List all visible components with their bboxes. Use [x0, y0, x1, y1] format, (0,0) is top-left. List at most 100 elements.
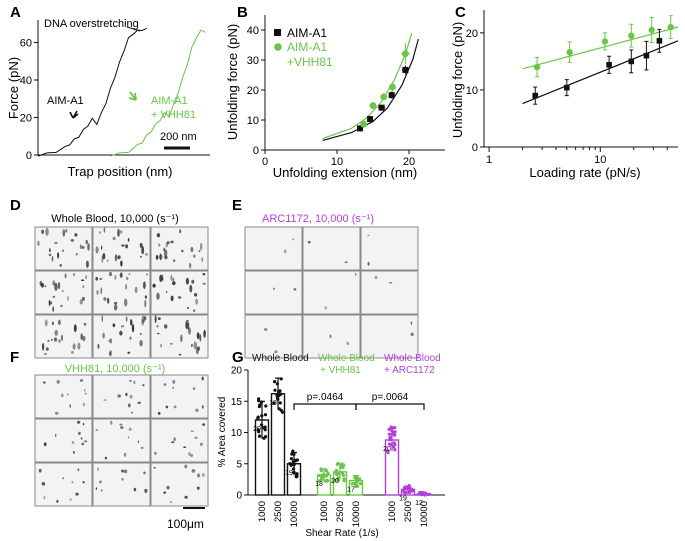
- panel-g-data-point: [402, 486, 406, 490]
- panel-g-data-point: [335, 472, 339, 477]
- platelet-spot: [367, 234, 370, 237]
- panel-g-data-point: [408, 486, 412, 490]
- platelet-spot: [97, 343, 100, 349]
- platelet-spot: [65, 229, 68, 233]
- panel-b-force-vs-extension: 0 10 20 0 10 20 30 40 Unfolding force (pN) Unfo…: [225, 15, 445, 180]
- platelet-spot: [99, 231, 102, 234]
- panel-g-data-point: [275, 382, 279, 386]
- panel-g-x-tick-label: 10000: [351, 501, 362, 527]
- platelet-spot: [119, 330, 123, 336]
- platelet-spot: [164, 324, 168, 329]
- platelet-spot: [49, 248, 51, 253]
- panel-g-x-label: Shear Rate (1/s): [305, 528, 378, 539]
- panel-g-y-tick-label: 15: [231, 397, 243, 408]
- platelet-spot: [100, 489, 103, 492]
- platelet-spot: [71, 481, 74, 484]
- scale-label-200nm: 200 nm: [160, 131, 197, 143]
- platelet-spot: [114, 301, 118, 305]
- panel-g-data-point: [324, 469, 328, 473]
- panel-g-data-point: [263, 413, 268, 417]
- platelet-spot: [274, 350, 278, 354]
- platelet-spot: [127, 403, 131, 408]
- panel-c-point-vhh81: [667, 23, 674, 31]
- panel-a-y-tick-label: 40: [20, 75, 32, 87]
- micrograph-tile: [150, 226, 209, 271]
- dna-overstretching-label: DNA overstretching: [44, 18, 139, 30]
- platelet-spot: [117, 228, 120, 237]
- panel-c-point-aim-a1: [656, 38, 663, 44]
- platelet-spot: [166, 241, 170, 245]
- panel-g-x-tick-label: 2500: [403, 501, 414, 522]
- platelet-spot: [172, 386, 174, 389]
- panel-b-x-tick-label: 0: [262, 156, 268, 168]
- panel-g-p-value: p=.0064: [372, 392, 409, 403]
- platelet-spot: [56, 380, 60, 384]
- vhh81-annotation-line2: + VHH81: [151, 109, 196, 121]
- platelet-spot: [178, 353, 182, 356]
- platelet-spot: [103, 297, 107, 301]
- platelet-spot: [137, 401, 141, 404]
- platelet-spot: [103, 227, 106, 233]
- platelet-spot: [120, 325, 125, 328]
- panel-f-micrograph-grid: [34, 374, 209, 507]
- panel-g-data-point: [336, 476, 340, 480]
- platelet-spot: [124, 298, 128, 307]
- panel-g-n-label: 19: [285, 470, 293, 477]
- platelet-spot: [133, 487, 137, 492]
- platelet-spot: [52, 306, 55, 312]
- platelet-spot: [367, 261, 370, 266]
- panel-g-data-point: [393, 426, 397, 430]
- panel-g-data-point: [326, 471, 330, 475]
- platelet-spot: [201, 405, 204, 409]
- panel-b-x-tick-label: 20: [403, 156, 415, 168]
- platelet-spot: [95, 276, 98, 281]
- platelet-spot: [77, 468, 80, 472]
- panel-g-data-point: [292, 463, 296, 467]
- platelet-spot: [109, 271, 112, 277]
- group-label-arc1172-line2: + ARC1172: [384, 365, 435, 376]
- platelet-spot: [47, 339, 50, 343]
- platelet-spot: [120, 426, 124, 429]
- panel-g-data-point: [342, 477, 346, 481]
- platelet-spot: [84, 388, 86, 392]
- platelet-spot: [193, 254, 196, 258]
- panel-g-data-point: [393, 433, 397, 437]
- platelet-spot: [83, 440, 88, 443]
- platelet-spot: [82, 335, 86, 342]
- panel-g-n-label: 18: [315, 481, 323, 488]
- platelet-spot: [81, 296, 85, 301]
- platelet-spot: [51, 322, 54, 326]
- panel-b-point-vhh81: [360, 120, 368, 128]
- platelet-spot: [198, 249, 201, 253]
- panel-g-significance-bracket: [355, 403, 425, 410]
- group-label-arc1172-line1: Whole Blood: [384, 353, 441, 364]
- panel-label-d: D: [10, 197, 21, 214]
- panel-a-trace-aim-a1: [37, 27, 147, 157]
- platelet-spot: [202, 282, 206, 285]
- panel-c-point-aim-a1: [643, 52, 650, 59]
- platelet-spot: [58, 319, 61, 326]
- platelet-spot: [60, 393, 64, 398]
- platelet-spot: [100, 245, 103, 250]
- platelet-spot: [114, 304, 118, 311]
- platelet-spot: [38, 468, 42, 473]
- platelet-spot: [170, 240, 174, 244]
- micrograph-tile: [34, 374, 93, 419]
- platelet-spot: [344, 261, 348, 264]
- panel-g-data-point: [272, 401, 276, 405]
- panel-g-y-tick-label: 5: [236, 459, 242, 470]
- platelet-spot: [143, 471, 146, 475]
- platelet-spot: [180, 334, 183, 343]
- platelet-spot: [120, 260, 123, 267]
- platelet-spot: [165, 405, 169, 409]
- platelet-spot: [81, 245, 85, 249]
- panel-g-data-point: [260, 400, 264, 404]
- platelet-spot: [173, 405, 177, 409]
- platelet-spot: [42, 342, 45, 351]
- platelet-spot: [188, 327, 191, 335]
- panel-c-y-tick-label: 0: [472, 142, 478, 154]
- micrograph-tile: [150, 418, 209, 463]
- platelet-spot: [97, 467, 99, 471]
- platelet-spot: [157, 411, 161, 415]
- panel-g-x-tick-label: 1000: [387, 501, 398, 522]
